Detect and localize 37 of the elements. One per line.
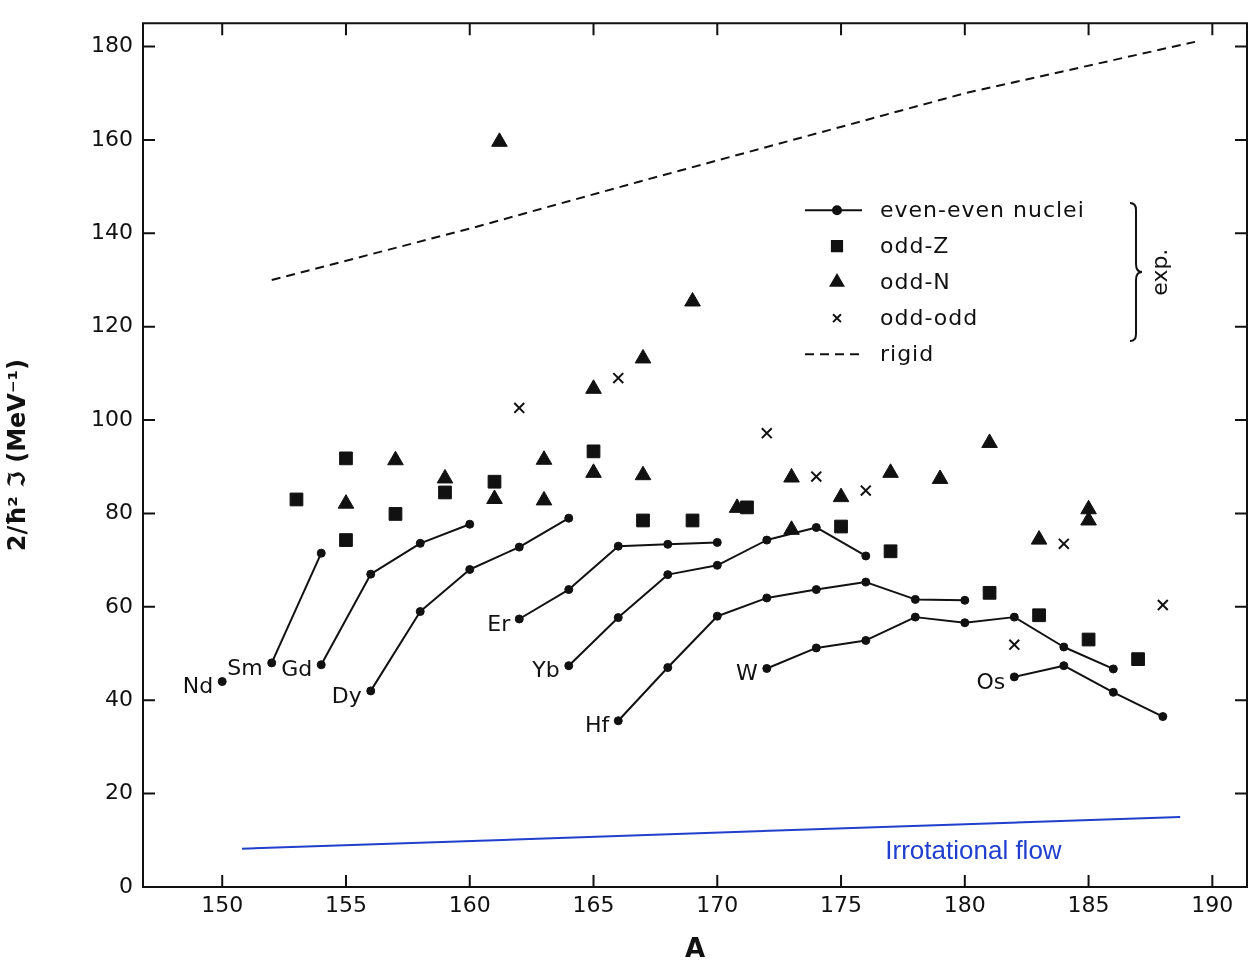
legend-label: rigid: [880, 341, 935, 368]
legend-label: even-even nuclei: [880, 197, 1085, 224]
x-tick-label: 155: [324, 891, 367, 917]
annotation: Os: [976, 668, 1006, 694]
y-tick-label: 60: [105, 592, 133, 618]
y-tick-label: 140: [91, 219, 133, 245]
y-tick-label: 100: [91, 405, 133, 431]
y-tick-label: 120: [91, 312, 133, 338]
y-tick-label: 0: [119, 872, 133, 898]
annotation: Er: [487, 610, 512, 636]
y-tick-label: 20: [105, 779, 133, 805]
annotation: exp.: [1146, 248, 1172, 296]
annotation: Sm: [227, 654, 263, 680]
x-tick-label: 165: [572, 891, 615, 917]
x-axis-title: A: [684, 933, 706, 964]
annotation: W: [736, 660, 759, 686]
annotation: Irrotational flow: [885, 835, 1062, 866]
x-tick-label: 170: [696, 891, 739, 917]
annotation: Dy: [331, 682, 362, 708]
annotation: Gd: [281, 656, 313, 682]
annotation: Hf: [584, 712, 611, 738]
x-tick-label: 180: [943, 891, 986, 917]
x-tick-label: 190: [1191, 891, 1234, 917]
y-tick-label: 40: [105, 685, 133, 711]
x-tick-label: 150: [201, 891, 244, 917]
x-tick-label: 185: [1067, 891, 1110, 917]
y-axis-title: 2/ħ² ℑ (MeV⁻¹): [2, 358, 31, 552]
x-tick-label: 175: [820, 891, 863, 917]
legend-label: odd-Z: [880, 233, 950, 260]
legend-label: odd-odd: [880, 305, 979, 332]
y-tick-label: 160: [91, 125, 133, 151]
legend-label: odd-N: [880, 269, 951, 296]
x-tick-label: 160: [448, 891, 491, 917]
annotation: Nd: [182, 673, 214, 699]
annotation: Yb: [531, 657, 560, 683]
y-tick-label: 80: [105, 499, 133, 525]
y-tick-label: 180: [91, 32, 133, 58]
